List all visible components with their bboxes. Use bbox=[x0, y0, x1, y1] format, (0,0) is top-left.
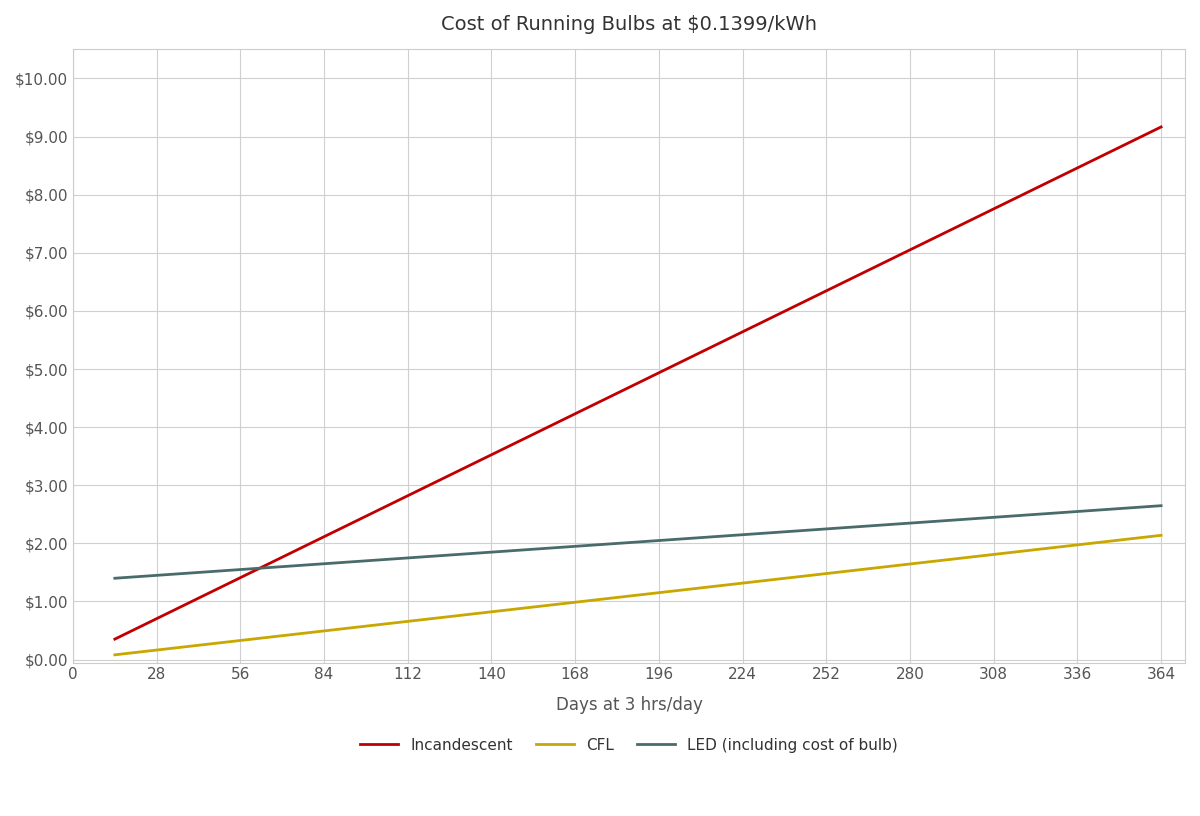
Incandescent bbox=[108, 634, 122, 644]
Title: Cost of Running Bulbs at $0.1399/kWh: Cost of Running Bulbs at $0.1399/kWh bbox=[440, 15, 817, 34]
CFL bbox=[1154, 530, 1169, 540]
Incandescent bbox=[673, 357, 688, 367]
CFL bbox=[611, 592, 625, 602]
LED (including cost of bulb) bbox=[731, 530, 745, 540]
LED (including cost of bulb) bbox=[673, 534, 688, 544]
CFL bbox=[605, 593, 619, 603]
Line: LED (including cost of bulb): LED (including cost of bulb) bbox=[115, 506, 1162, 579]
CFL bbox=[673, 585, 688, 595]
Incandescent bbox=[1129, 135, 1144, 144]
LED (including cost of bulb) bbox=[965, 514, 979, 524]
Line: Incandescent: Incandescent bbox=[115, 127, 1162, 639]
LED (including cost of bulb) bbox=[611, 539, 625, 548]
LED (including cost of bulb) bbox=[1129, 503, 1144, 512]
X-axis label: Days at 3 hrs/day: Days at 3 hrs/day bbox=[556, 696, 702, 714]
Legend: Incandescent, CFL, LED (including cost of bulb): Incandescent, CFL, LED (including cost o… bbox=[354, 731, 905, 759]
CFL bbox=[731, 579, 745, 588]
Incandescent bbox=[965, 215, 979, 224]
Incandescent bbox=[1154, 122, 1169, 132]
LED (including cost of bulb) bbox=[1154, 501, 1169, 511]
Incandescent bbox=[605, 391, 619, 401]
LED (including cost of bulb) bbox=[605, 539, 619, 548]
CFL bbox=[965, 552, 979, 561]
CFL bbox=[1129, 534, 1144, 543]
LED (including cost of bulb) bbox=[108, 574, 122, 583]
Line: CFL: CFL bbox=[115, 535, 1162, 654]
CFL bbox=[108, 650, 122, 659]
Incandescent bbox=[731, 330, 745, 339]
Incandescent bbox=[611, 388, 625, 397]
